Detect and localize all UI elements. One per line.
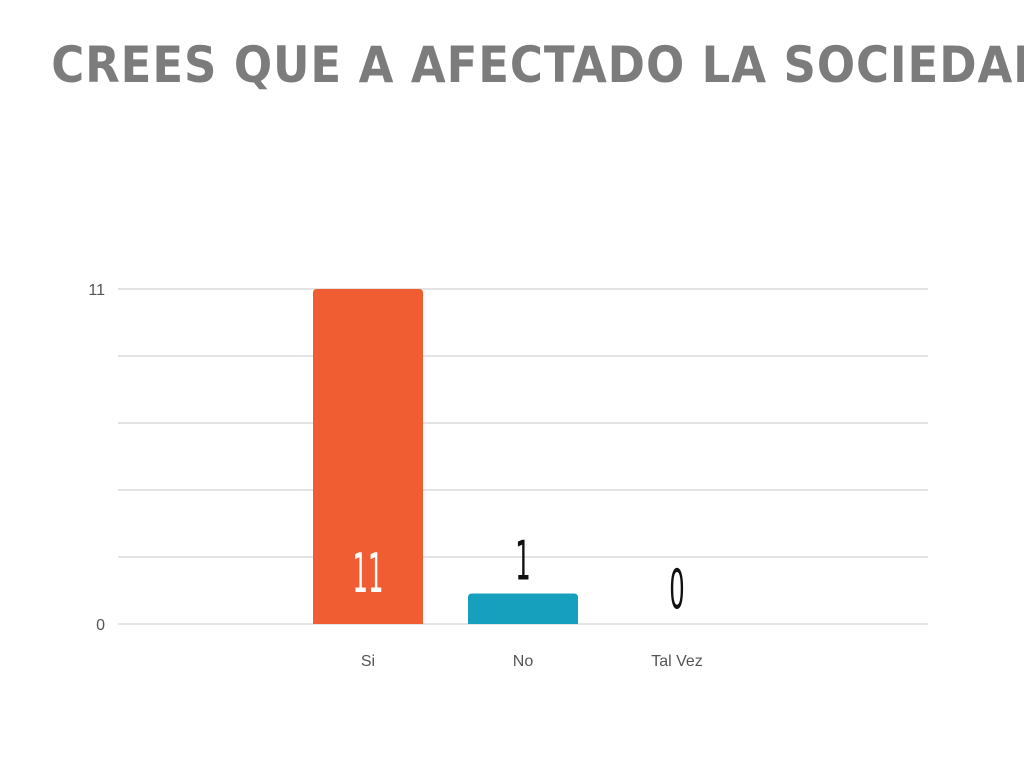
y-tick-label: 0 — [96, 617, 105, 634]
x-tick-label: Si — [361, 653, 375, 670]
slide-title: CREES QUE A AFECTADO LA SOCIEDAD — [51, 36, 1024, 94]
data-label: 11 — [353, 542, 384, 605]
data-label: 1 — [515, 529, 530, 592]
bar-si — [313, 289, 423, 624]
x-tick-label: No — [513, 653, 534, 670]
bar-no — [468, 593, 578, 624]
x-tick-label: Tal Vez — [651, 653, 703, 670]
data-label: 0 — [669, 558, 684, 621]
y-tick-label: 11 — [88, 282, 105, 299]
